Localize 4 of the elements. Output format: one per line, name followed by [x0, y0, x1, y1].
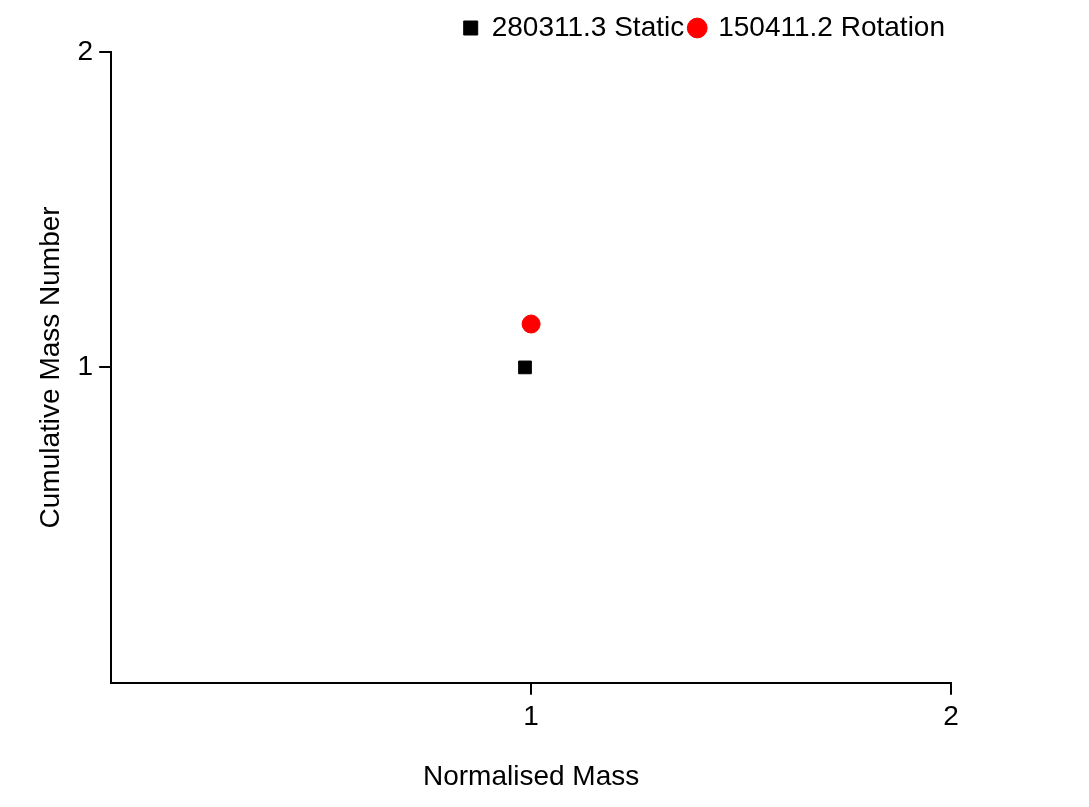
legend-label: 280311.3 Static — [491, 10, 685, 42]
y-axis-title: Cumulative Mass Number — [33, 206, 65, 529]
legend-label: 150411.2 Rotation — [718, 10, 946, 42]
x-axis-title: Normalised Mass — [422, 759, 640, 791]
